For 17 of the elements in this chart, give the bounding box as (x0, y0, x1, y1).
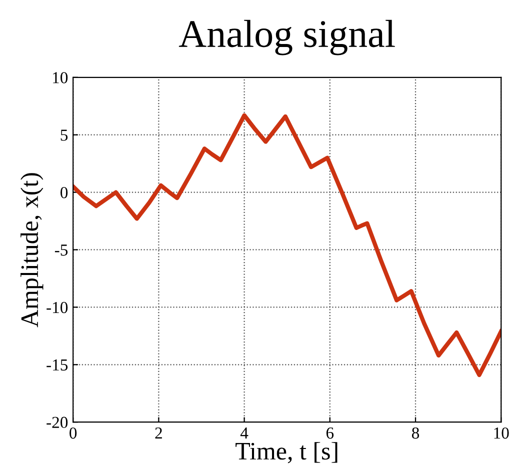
x-tick-label: 10 (494, 427, 509, 439)
y-tick-label: 10 (53, 72, 68, 84)
y-tick-label: 5 (60, 130, 68, 141)
line-series (73, 113, 502, 378)
x-tick-label: 0 (70, 427, 77, 439)
x-axis-title: Time, t [s] (236, 442, 338, 464)
chart-title: Analog signal (178, 20, 395, 56)
y-tick-label: 0 (60, 186, 68, 198)
y-tick-label: -10 (46, 302, 68, 314)
y-tick-label: -15 (46, 359, 68, 371)
x-tick-label: 6 (326, 427, 334, 439)
y-tick-label: -5 (54, 244, 68, 256)
x-tick-label: 8 (412, 427, 420, 439)
y-tick-label: -20 (46, 416, 68, 428)
x-tick-label: 2 (155, 427, 162, 439)
x-tick-label: 4 (240, 428, 248, 439)
y-axis-title: Amplitude, x(t) (20, 173, 44, 328)
